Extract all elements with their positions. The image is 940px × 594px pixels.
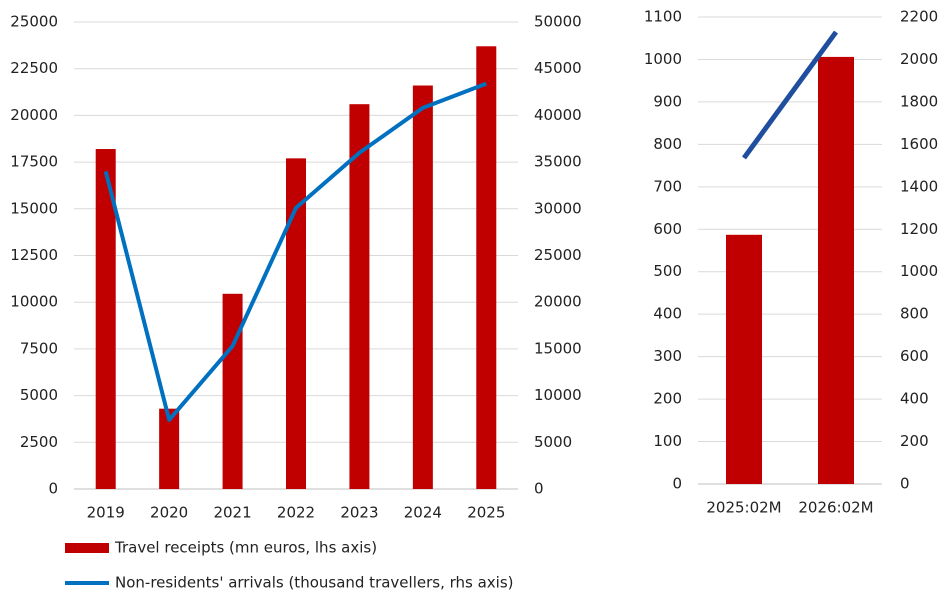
line-series [103, 81, 488, 422]
y2-tick-label: 1200 [900, 220, 938, 238]
y2-tick-label: 45000 [534, 59, 582, 77]
legend-label: Non-residents' arrivals (thousand travel… [115, 574, 514, 592]
legend-label: Travel receipts (mn euros, lhs axis) [114, 539, 377, 557]
y2-tick-label: 1000 [900, 262, 938, 280]
y-tick-label: 900 [653, 92, 682, 110]
x-tick-label: 2021 [213, 504, 251, 522]
y-tick-label: 22500 [10, 59, 58, 77]
legend-swatch [65, 543, 109, 553]
y-tick-label: 1000 [644, 50, 682, 68]
x-tick-label: 2023 [340, 504, 378, 522]
y-tick-label: 17500 [10, 153, 58, 171]
y-tick-label: 12500 [10, 246, 58, 264]
bar [726, 234, 762, 484]
y2-tick-label: 25000 [534, 246, 582, 264]
y-tick-label: 25000 [10, 13, 58, 31]
x-tick-label: 2025 [467, 504, 505, 522]
y2-tick-label: 40000 [534, 106, 582, 124]
y2-tick-label: 1600 [900, 135, 938, 153]
y-tick-label: 1100 [644, 8, 682, 26]
y-tick-label: 500 [653, 262, 682, 280]
y-tick-label: 400 [653, 305, 682, 323]
bar [412, 85, 433, 490]
bar [159, 408, 180, 489]
y2-tick-label: 0 [900, 475, 910, 493]
y-tick-label: 0 [48, 480, 58, 498]
y-tick-label: 200 [653, 390, 682, 408]
y2-tick-label: 200 [900, 432, 929, 450]
y-tick-label: 20000 [10, 106, 58, 124]
y2-tick-label: 10000 [534, 386, 582, 404]
y-tick-label: 0 [672, 475, 682, 493]
y-tick-label: 600 [653, 220, 682, 238]
y2-tick-label: 35000 [534, 153, 582, 171]
y-tick-label: 15000 [10, 199, 58, 217]
y2-tick-label: 2200 [900, 8, 938, 26]
y2-tick-label: 800 [900, 305, 929, 323]
y2-tick-label: 1400 [900, 177, 938, 195]
y-tick-label: 2500 [20, 433, 58, 451]
x-tick-label: 2025:02M [706, 499, 781, 517]
y2-tick-label: 5000 [534, 433, 572, 451]
bar [818, 56, 854, 484]
y2-tick-label: 30000 [534, 199, 582, 217]
y-tick-label: 10000 [10, 293, 58, 311]
y2-tick-label: 1800 [900, 92, 938, 110]
bar [95, 149, 116, 490]
x-tick-label: 2019 [87, 504, 125, 522]
y-tick-label: 300 [653, 347, 682, 365]
y2-tick-label: 0 [534, 480, 544, 498]
bar [476, 46, 497, 490]
y2-tick-label: 2000 [900, 50, 938, 68]
y2-tick-label: 20000 [534, 293, 582, 311]
y2-tick-label: 50000 [534, 13, 582, 31]
y2-tick-label: 400 [900, 390, 929, 408]
bar [222, 293, 243, 489]
y-tick-label: 700 [653, 177, 682, 195]
y2-tick-label: 600 [900, 347, 929, 365]
x-tick-label: 2022 [277, 504, 315, 522]
y2-tick-label: 15000 [534, 339, 582, 357]
bar [286, 158, 306, 489]
x-tick-label: 2026:02M [798, 499, 873, 517]
line-series [741, 30, 839, 160]
y-tick-label: 7500 [20, 339, 58, 357]
y-tick-label: 100 [653, 432, 682, 450]
x-tick-label: 2024 [404, 504, 442, 522]
x-tick-label: 2020 [150, 504, 188, 522]
y-tick-label: 5000 [20, 386, 58, 404]
bar [349, 104, 370, 489]
y-tick-label: 800 [653, 135, 682, 153]
